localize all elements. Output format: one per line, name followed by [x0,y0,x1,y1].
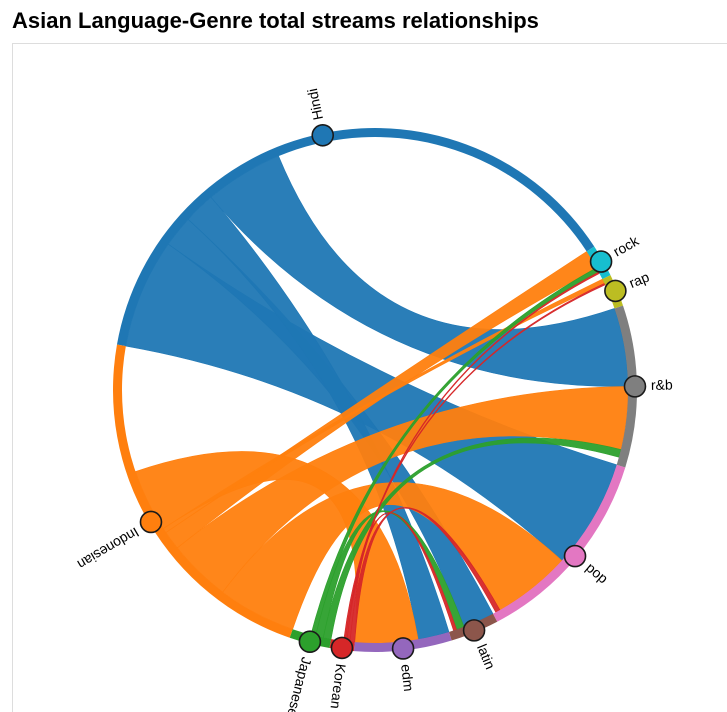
node-label-latin: latin [474,642,499,672]
node-indonesian[interactable] [140,511,161,532]
node-pop[interactable] [565,546,586,567]
node-hindi[interactable] [312,125,333,146]
node-japanese[interactable] [299,631,320,652]
node-rock[interactable] [591,251,612,272]
node-label-rap: rap [627,268,652,291]
node-korean[interactable] [331,637,352,658]
node-label-korean: Korean [328,663,350,710]
node-label-pop: pop [583,559,611,586]
ribbon-layer [126,156,628,643]
node-label-hindi: Hindi [304,87,326,121]
node-r-b[interactable] [624,376,645,397]
node-label-japanese: Japanese [284,656,315,712]
node-label-rock: rock [610,232,642,259]
node-label-indonesian: Indonesian [75,524,142,573]
node-latin[interactable] [464,620,485,641]
node-label-edm: edm [398,663,417,692]
node-rap[interactable] [605,280,626,301]
node-label-r-b: r&b [651,377,673,393]
node-edm[interactable] [393,638,414,659]
